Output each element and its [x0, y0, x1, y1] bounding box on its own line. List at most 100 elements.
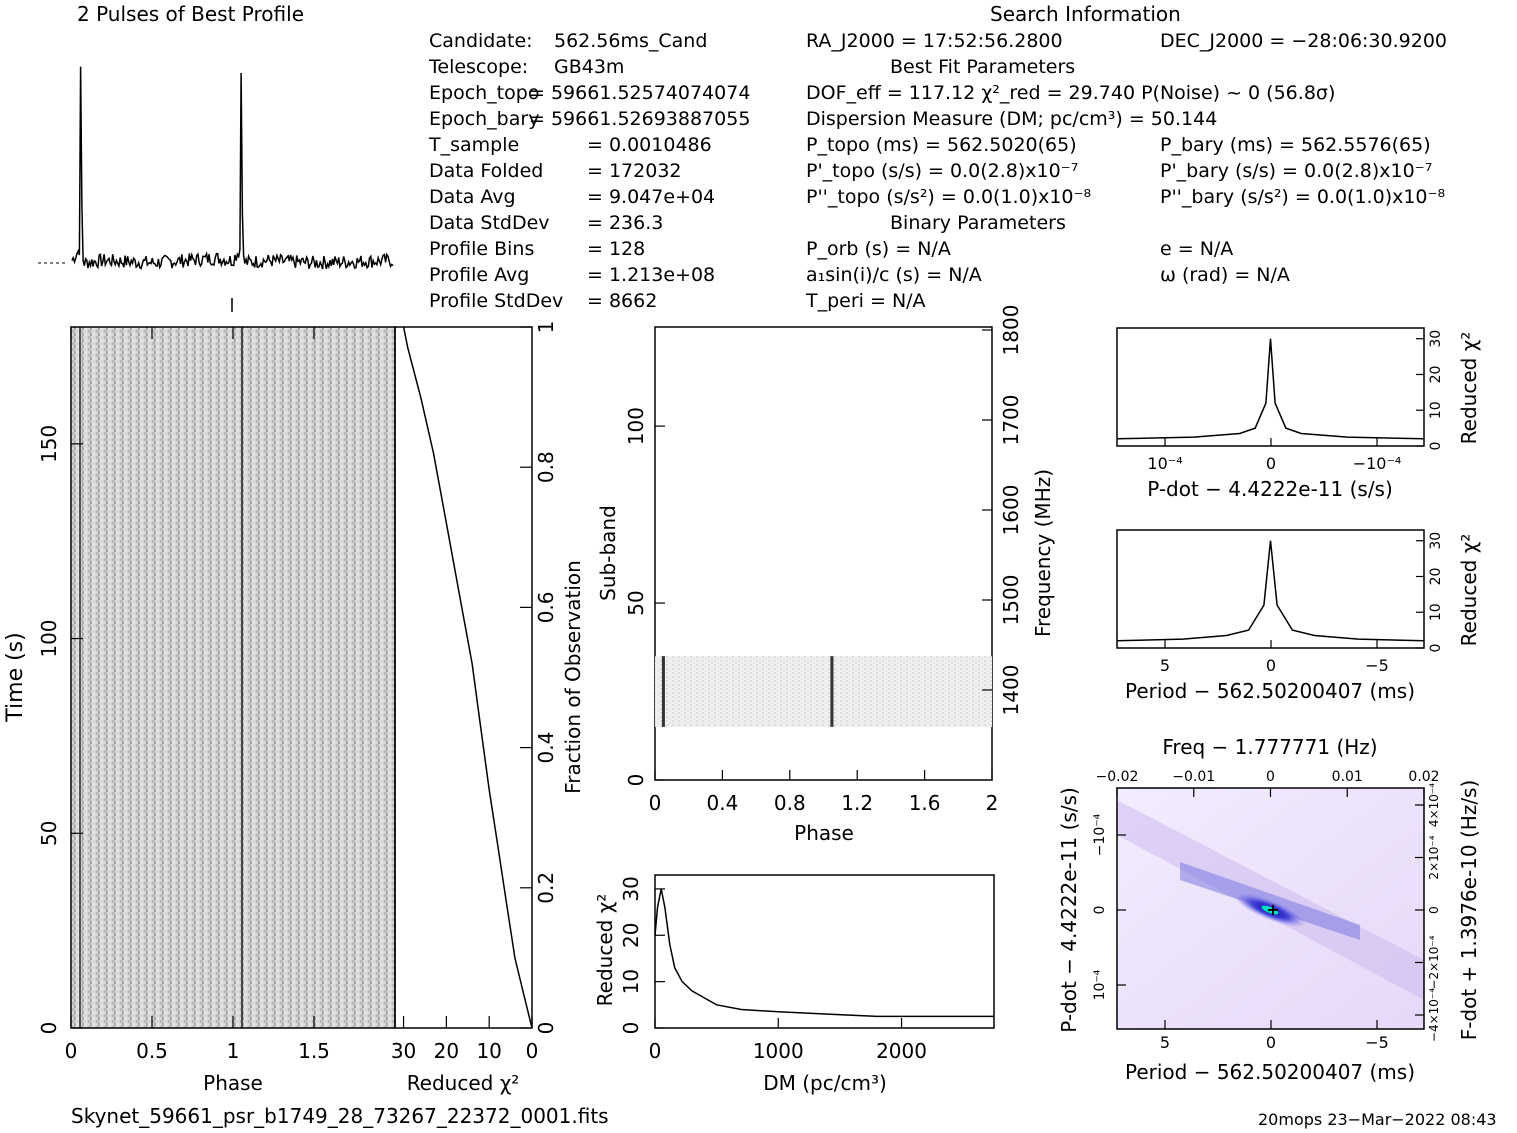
y-tick-label: 100 [624, 407, 648, 445]
info-data-folded: Data Folded = 172032 [429, 160, 682, 182]
subband-panel: 0 0.4 0.8 1.2 1.6 2 0 50 100 1400 1500 1600 1700 1800… [596, 305, 1055, 845]
y2-tick-label: −4×10⁻⁴ [1427, 988, 1441, 1042]
info-dm: Dispersion Measure (DM; pc/cm³) = 50.144 [806, 108, 1218, 130]
y-tick-label: 50 [37, 821, 61, 846]
y-tick-label: 50 [624, 590, 648, 615]
x-tick-label: 0 [1266, 454, 1276, 473]
x-axis-label: P-dot − 4.4222e-11 (s/s) [1147, 477, 1393, 501]
chi-dm-panel: 0 1000 2000 0 10 20 30 DM (pc/cm³) Reduced χ² [593, 874, 995, 1095]
y-axis-label: Reduced χ² [593, 894, 617, 1007]
y-tick-label: 0 [534, 1022, 558, 1035]
candidate-info: Candidate: 562.56ms_Cand Telescope: GB43m … [429, 28, 750, 314]
x2-tick-label: 0 [1266, 769, 1275, 785]
map-title: Freq − 1.777771 (Hz) [1162, 735, 1377, 759]
y-axis-label: P-dot − 4.4222e-11 (s/s) [1057, 787, 1081, 1033]
y-tick-label: 10 [1428, 401, 1444, 419]
x-axis-label: DM (pc/cm³) [763, 1071, 887, 1095]
y2-tick-label: 0 [1427, 906, 1441, 914]
info-p-topo: P_topo (ms) = 562.5020(65) [806, 134, 1077, 156]
y2-tick-label: 2×10⁻⁴ [1427, 835, 1441, 879]
y-tick-label: 30 [619, 876, 643, 901]
info-a1: a₁sin(i)/c (s) = N/A [806, 264, 982, 286]
map-best-marker: + [1266, 900, 1279, 919]
y2-tick-label: 1500 [999, 575, 1023, 626]
x-tick-label: 0.8 [774, 791, 806, 815]
spacer-2 [1160, 80, 1447, 106]
x-axis-label: Phase [794, 821, 854, 845]
info-epoch-topo: Epoch_topo= 59661.52574074074 [429, 82, 751, 104]
info-data-avg: Data Avg = 9.047e+04 [429, 186, 716, 208]
info-p-orb: P_orb (s) = N/A [806, 238, 951, 260]
x-tick-label: 0.4 [706, 791, 738, 815]
x-tick-label: 0.5 [136, 1039, 168, 1063]
y-tick-label: 0 [1428, 644, 1444, 653]
info-pd-topo: P'_topo (s/s) = 0.0(2.8)x10⁻⁷ [806, 160, 1079, 182]
y-axis-label: Sub-band [596, 505, 620, 601]
x-tick-label: 0 [649, 1039, 662, 1063]
subband-heatmap [655, 656, 992, 727]
search-info-title: Search Information [990, 2, 1181, 26]
x-tick-label: 0 [1266, 1033, 1276, 1052]
x-axis-label: Period − 562.50200407 (ms) [1125, 1060, 1415, 1084]
chi-time-line [402, 326, 533, 1029]
x-axis-label: Phase [203, 1071, 263, 1095]
y-tick-label: 0.2 [534, 872, 558, 904]
map-peak-core [1261, 905, 1279, 915]
chi-pdot-panel: 10⁻⁴ 0 −10⁻⁴ 0 10 20 30 P-dot − 4.4222e-11 (s/s… [1116, 327, 1481, 501]
x-tick-label: 1.6 [909, 791, 941, 815]
x-tick-label: −5 [1365, 656, 1389, 675]
binary-title: Binary Parameters [890, 212, 1066, 234]
y-tick-label: 1 [534, 321, 558, 334]
x-axis-label: Period − 562.50200407 (ms) [1125, 679, 1415, 703]
x-axis-label: Reduced χ² [407, 1071, 520, 1095]
footer-stamp: 20mops 23−Mar−2022 08:43 [1258, 1110, 1497, 1129]
chi-time-axes: 30 20 10 0 0 0.2 0.4 0.6 0.8 1 Reduced χ² Fraction … [391, 321, 585, 1095]
info-profile-avg: Profile Avg = 1.213e+08 [429, 264, 716, 286]
x2-tick-label: 0.02 [1408, 769, 1439, 785]
info-ra: RA_J2000 = 17:52:56.2800 [806, 30, 1063, 52]
best-fit-title: Best Fit Parameters [890, 56, 1076, 78]
y-axis-label: Fraction of Observation [561, 560, 585, 794]
x-tick-label: 1 [227, 1039, 240, 1063]
y-tick-label: 0 [624, 774, 648, 787]
info-pd-bary: P'_bary (s/s) = 0.0(2.8)x10⁻⁷ [1160, 160, 1433, 182]
chi-period-line [1116, 540, 1425, 642]
info-t-peri: T_peri = N/A [806, 290, 926, 312]
info-data-stddev: Data StdDev = 236.3 [429, 212, 664, 234]
x-tick-label: 5 [1160, 1033, 1170, 1052]
profile-line [71, 66, 394, 270]
x-tick-label: 0 [65, 1039, 78, 1063]
spacer-3 [1160, 106, 1447, 132]
info-profile-stddev: Profile StdDev = 8662 [429, 290, 658, 312]
y-axis-label: Time (s) [3, 632, 28, 722]
spacer-1 [1160, 54, 1447, 80]
x-tick-label: 0 [1266, 656, 1276, 675]
info-p-bary: P_bary (ms) = 562.5576(65) [1160, 134, 1431, 156]
info-tsample: T_sample = 0.0010486 [429, 134, 712, 156]
y-tick-label: 0 [37, 1022, 61, 1035]
chi-time-frame [394, 326, 533, 1029]
time-phase-axes: 0 0.5 1 1.5 0 50 100 150 Phase Time (s) [3, 327, 330, 1095]
x-tick-label: 5 [1160, 656, 1170, 675]
y2-tick-label: 1800 [999, 305, 1023, 356]
x2-tick-label: −0.02 [1096, 769, 1139, 785]
footer-filename: Skynet_59661_psr_b1749_28_73267_22372_00… [71, 1104, 609, 1128]
info-dec: DEC_J2000 = −28:06:30.9200 [1160, 30, 1448, 52]
y2-axis-label: Frequency (MHz) [1031, 469, 1055, 637]
x-tick-label: 20 [434, 1039, 459, 1063]
x-tick-label: 0 [649, 791, 662, 815]
x-tick-label: 1000 [753, 1039, 804, 1063]
y-axis-label: Reduced χ² [1457, 534, 1481, 647]
info-epoch-bary: Epoch_bary= 59661.52693887055 [429, 108, 751, 130]
x2-tick-label: −0.01 [1172, 769, 1215, 785]
x2-tick-label: 0.01 [1332, 769, 1363, 785]
y2-tick-label: 1400 [999, 665, 1023, 716]
y-tick-label: 0.6 [534, 591, 558, 623]
x-tick-label: 2000 [876, 1039, 927, 1063]
y-tick-label: 10⁻⁴ [1092, 969, 1108, 1000]
y-tick-label: 20 [619, 923, 643, 948]
y-tick-label: −10⁻⁴ [1092, 813, 1108, 856]
x-tick-label: 30 [391, 1039, 416, 1063]
chi-time-panel: 30 20 10 0 0 0.2 0.4 0.6 0.8 1 Reduced χ² Fraction … [391, 321, 585, 1095]
